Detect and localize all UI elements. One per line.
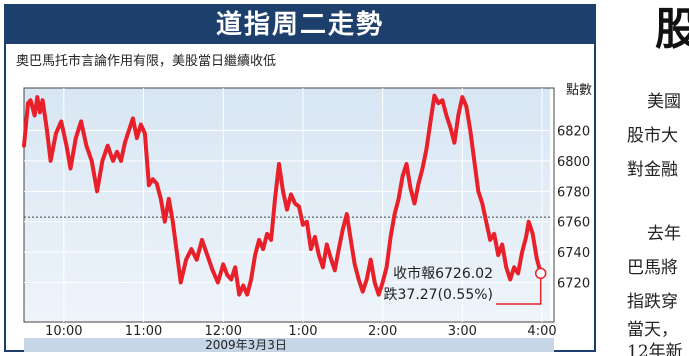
y-tick-label: 6780 [557, 185, 590, 200]
x-axis: 10:00 11:00 12:00 1:00 2:00 3:00 4:00 [45, 324, 557, 339]
close-value-label: 收市報6726.02 [393, 265, 493, 282]
y-axis-label: 點數 [566, 83, 592, 98]
article-line: 巴馬將 [627, 258, 678, 278]
chart-subtitle: 奧巴馬托市言論作用有限，美股當日繼續收低 [16, 54, 277, 69]
article-line: 12年新 [627, 342, 683, 356]
dow-jones-line [22, 93, 543, 297]
x-tick-label: 3:00 [448, 324, 477, 339]
x-tick-label: 10:00 [45, 324, 82, 339]
x-tick-label: 11:00 [125, 324, 162, 339]
y-tick-label: 6820 [557, 125, 590, 140]
date-bar [24, 338, 554, 352]
article-line: 股市大 [627, 126, 678, 146]
x-tick-label: 12:00 [205, 324, 242, 339]
x-tick-label: 2:00 [368, 324, 397, 339]
y-tick-label: 6760 [557, 216, 590, 231]
date-label: 2009年3月3日 [205, 338, 287, 352]
chart-title: 道指周二走勢 [6, 6, 594, 44]
close-annotation-leader [496, 278, 542, 305]
article-line: 對金融 [627, 160, 678, 180]
y-tick-label: 6720 [557, 276, 590, 291]
change-value-label: 跌37.27(0.55%) [384, 287, 493, 303]
article-line: 當天， [627, 320, 678, 340]
article-headline: 股 [655, 4, 689, 55]
chart-panel: 道指周二走勢 奧巴馬托市言論作用有限，美股當日繼續收低 6720 6740 6760… [4, 4, 596, 352]
article-line: 去年 [647, 224, 681, 244]
line-chart: 6720 6740 6760 6780 6800 6820 點數 收市報6726.02 跌… [22, 83, 592, 352]
article-line: 美國 [647, 92, 681, 112]
y-tick-label: 6740 [557, 246, 590, 261]
side-article-clip: 股 美國 股市大 對金融 去年 巴馬將 指跌穿 當天， 12年新 [605, 0, 689, 356]
article-line: 指跌穿 [627, 292, 678, 312]
x-tick-label: 1:00 [288, 324, 317, 339]
x-tick-label: 4:00 [527, 324, 556, 339]
plot-frame [23, 87, 555, 323]
y-axis: 6720 6740 6760 6780 6800 6820 [557, 125, 590, 292]
close-point-marker [534, 267, 547, 280]
y-tick-label: 6800 [557, 155, 590, 170]
